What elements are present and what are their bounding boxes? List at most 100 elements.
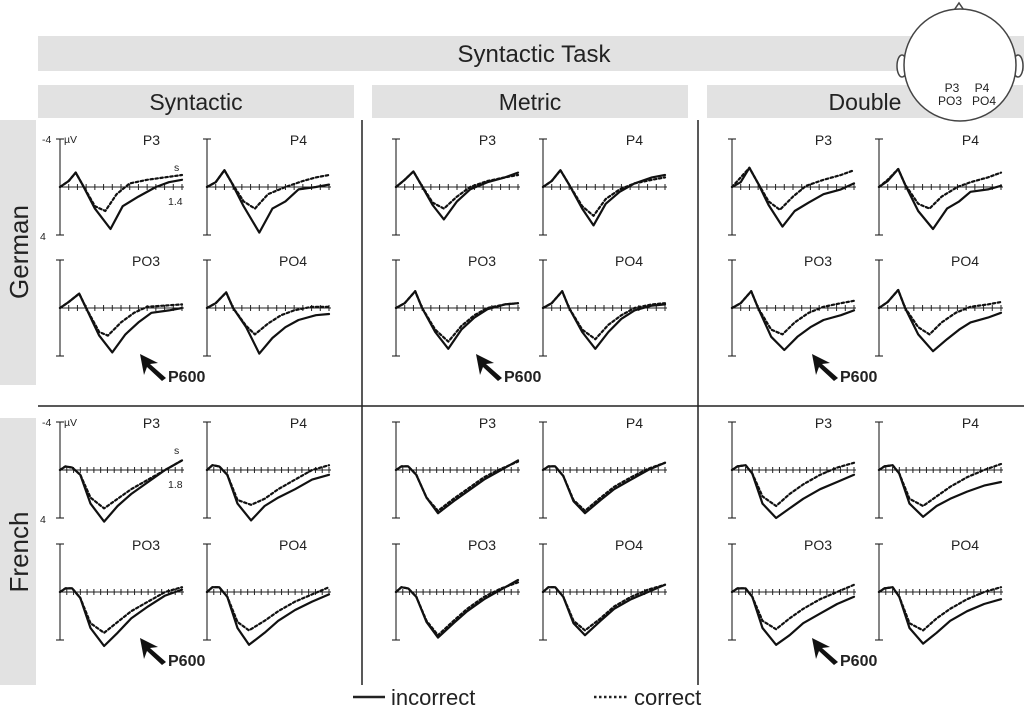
erp-panel-german-metric-p3: P3 xyxy=(392,132,520,236)
waveform-incorrect xyxy=(58,171,184,231)
erp-panel-german-metric-po3: PO3 P600 xyxy=(392,253,541,386)
column-header-syntactic: Syntactic xyxy=(149,89,242,115)
p600-arrow xyxy=(812,638,838,665)
channel-label: PO3 xyxy=(804,537,832,553)
waveform-correct xyxy=(541,290,667,341)
waveform-correct xyxy=(58,292,184,337)
waveform-correct xyxy=(394,290,520,343)
waveform-incorrect xyxy=(205,586,331,646)
row-header-bar-german xyxy=(0,120,36,385)
erp-panel-french-metric-po4: PO4 xyxy=(539,537,667,641)
waveform-incorrect xyxy=(205,291,331,355)
waveform-incorrect xyxy=(394,459,520,515)
row-header-french: French xyxy=(4,512,34,593)
channel-label: P4 xyxy=(962,415,979,431)
erp-panel-french-syntactic-po4: PO4 xyxy=(203,537,331,646)
y-axis-bottom-label: 4 xyxy=(40,514,46,526)
y-axis-bottom-label: 4 xyxy=(40,231,46,243)
erp-panel-german-double-p3: P3 xyxy=(728,132,856,236)
p600-label: P600 xyxy=(168,653,205,670)
y-axis-unit-label: µV xyxy=(64,134,77,146)
waveform-incorrect xyxy=(58,292,184,354)
x-axis-unit-label: s xyxy=(174,162,179,174)
erp-panel-german-double-po3: PO3 P600 xyxy=(728,253,877,386)
p600-arrow xyxy=(140,638,166,665)
channel-label: PO4 xyxy=(615,253,643,269)
erp-panel-french-metric-p4: P4 xyxy=(539,415,667,519)
erp-panel-german-syntactic-po3: PO3 P600 xyxy=(56,253,205,386)
y-axis-top-label: -4 xyxy=(42,417,51,429)
waveform-incorrect xyxy=(541,461,667,515)
waveform-incorrect xyxy=(877,288,1003,353)
channel-label: PO3 xyxy=(468,537,496,553)
row-header-bar-french xyxy=(0,418,36,685)
waveform-incorrect xyxy=(541,290,667,350)
erp-panel-french-syntactic-p4: P4 xyxy=(203,415,331,522)
waveform-incorrect xyxy=(730,290,856,352)
waveform-incorrect xyxy=(730,166,856,228)
waveform-incorrect xyxy=(541,169,667,227)
scalp-label-p4: P4 xyxy=(975,81,990,95)
erp-panel-german-metric-p4: P4 xyxy=(539,132,667,236)
x-axis-end-label: 1.4 xyxy=(168,196,183,208)
erp-panel-french-metric-p3: P3 xyxy=(392,415,520,519)
waveform-correct xyxy=(730,290,856,336)
y-axis-unit-label: µV xyxy=(64,417,77,429)
waveform-incorrect xyxy=(877,464,1003,518)
channel-label: PO4 xyxy=(279,537,307,553)
waveform-incorrect xyxy=(877,586,1003,645)
channel-label: P4 xyxy=(290,415,307,431)
figure-title: Syntactic Task xyxy=(458,41,612,68)
column-header-bar-metric xyxy=(372,85,688,118)
scalp-map: P3 P4 PO3 PO4 xyxy=(896,1,1024,122)
scalp-label-p3: P3 xyxy=(945,81,960,95)
waveform-incorrect xyxy=(205,464,331,522)
row-header-german: German xyxy=(4,205,34,299)
erp-panel-german-double-p4: P4 xyxy=(875,132,1003,236)
title-bar xyxy=(38,36,1024,71)
erp-panel-german-double-po4: PO4 xyxy=(875,253,1003,357)
channel-label: P3 xyxy=(479,415,496,431)
erp-panel-french-double-p4: P4 xyxy=(875,415,1003,519)
x-axis-end-label: 1.8 xyxy=(168,479,183,491)
p600-label: P600 xyxy=(840,653,877,670)
channel-label: PO3 xyxy=(132,537,160,553)
channel-label: PO4 xyxy=(951,537,979,553)
waveform-correct xyxy=(877,288,1003,336)
erp-panel-french-double-po3: PO3 P600 xyxy=(728,537,877,670)
waveform-correct xyxy=(205,291,331,336)
scalp-head xyxy=(903,8,1017,122)
erp-panel-german-metric-po4: PO4 xyxy=(539,253,667,357)
waveform-incorrect xyxy=(58,459,184,523)
channel-label: P3 xyxy=(815,132,832,148)
channel-label: P4 xyxy=(290,132,307,148)
waveform-incorrect xyxy=(730,587,856,646)
erp-panel-french-double-p3: P3 xyxy=(728,415,856,520)
channel-label: P4 xyxy=(626,415,643,431)
erp-panel-french-syntactic-po3: PO3 P600 xyxy=(56,537,205,670)
channel-label: P3 xyxy=(479,132,496,148)
scalp-label-po4: PO4 xyxy=(972,94,996,108)
waveform-incorrect xyxy=(730,464,856,520)
channel-label: P3 xyxy=(143,415,160,431)
p600-arrow xyxy=(476,354,502,381)
p600-arrow xyxy=(140,354,166,381)
channel-label: P3 xyxy=(815,415,832,431)
waveform-incorrect xyxy=(394,170,520,221)
channel-label: P3 xyxy=(143,132,160,148)
erp-panel-french-syntactic-p3: P3 -4 µV 4 s 1.8 xyxy=(40,415,184,526)
x-axis-unit-label: s xyxy=(174,445,179,457)
channel-label: PO4 xyxy=(279,253,307,269)
column-header-bar-syntactic xyxy=(38,85,354,118)
erp-panel-french-metric-po3: PO3 xyxy=(392,537,520,641)
erp-panel-french-double-po4: PO4 xyxy=(875,537,1003,645)
waveform-incorrect xyxy=(541,583,667,637)
channel-label: PO3 xyxy=(132,253,160,269)
waveform-incorrect xyxy=(877,167,1003,231)
p600-label: P600 xyxy=(840,369,877,386)
legend: incorrect correct xyxy=(353,685,701,709)
scalp-label-po3: PO3 xyxy=(938,94,962,108)
